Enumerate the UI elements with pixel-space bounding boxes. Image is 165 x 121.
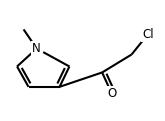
Text: Cl: Cl	[142, 28, 154, 41]
Text: N: N	[32, 42, 41, 55]
Text: O: O	[107, 87, 117, 101]
